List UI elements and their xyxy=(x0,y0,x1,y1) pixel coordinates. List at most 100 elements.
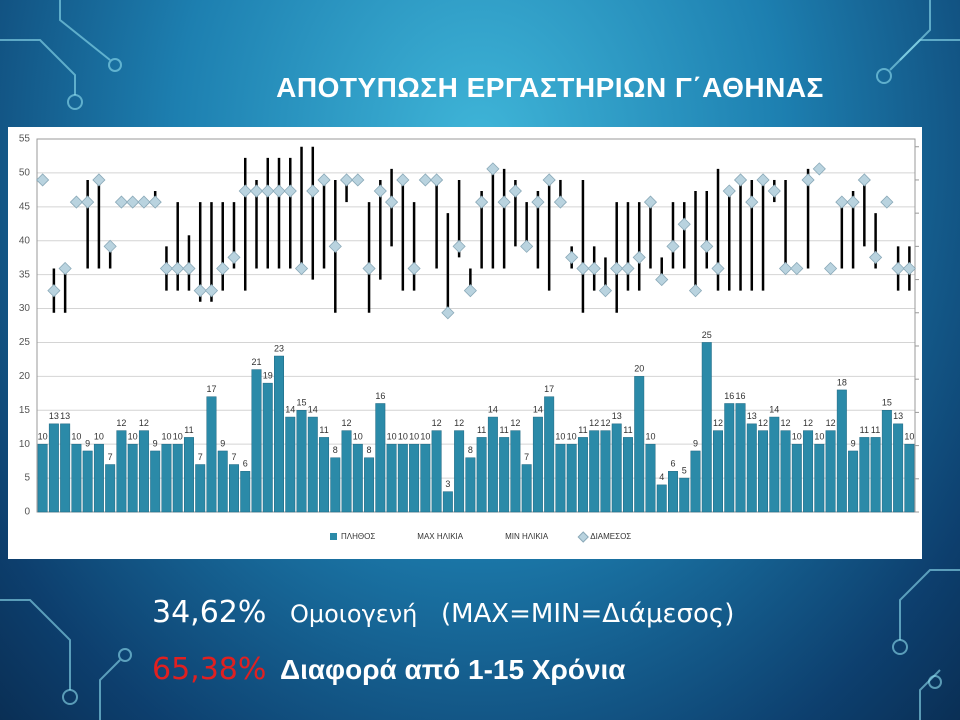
bar-value-label: 8 xyxy=(367,445,372,455)
legend-label: ΔΙΑΜΕΣΟΣ xyxy=(590,532,631,541)
legend-swatch xyxy=(330,533,337,540)
bar-value-label: 7 xyxy=(231,452,236,462)
median-marker xyxy=(824,261,838,276)
bar xyxy=(172,443,183,513)
bar xyxy=(848,450,859,513)
median-marker xyxy=(216,261,230,276)
median-marker xyxy=(47,284,61,298)
bar-value-label: 10 xyxy=(792,432,802,442)
bar-value-label: 10 xyxy=(904,432,914,442)
bar-value-label: 12 xyxy=(781,418,791,428)
bar-value-label: 12 xyxy=(139,418,149,428)
bar-value-label: 10 xyxy=(161,432,171,442)
median-marker xyxy=(542,173,556,187)
median-marker xyxy=(81,195,95,209)
y-tick-label: 10 xyxy=(19,439,31,450)
median-marker xyxy=(418,173,432,187)
bar xyxy=(364,457,375,513)
bar-value-label: 14 xyxy=(308,404,318,414)
bar xyxy=(724,403,735,513)
bar-value-label: 14 xyxy=(769,404,779,414)
median-marker xyxy=(475,195,489,209)
bar-value-label: 6 xyxy=(670,459,675,469)
bar xyxy=(577,437,588,513)
median-marker xyxy=(902,261,916,276)
bar-value-label: 10 xyxy=(409,432,419,442)
bar-value-label: 8 xyxy=(468,445,473,455)
bar xyxy=(251,369,262,513)
bar xyxy=(679,477,690,513)
bar xyxy=(713,430,723,513)
y-tick-label: 50 xyxy=(19,168,31,179)
bar-value-label: 12 xyxy=(758,418,768,428)
median-marker xyxy=(745,195,759,209)
median-marker xyxy=(497,195,511,209)
bar xyxy=(307,416,318,513)
bar xyxy=(465,457,476,513)
note-value: 34,62% xyxy=(152,595,267,630)
bar-value-label: 11 xyxy=(499,425,508,435)
bar xyxy=(634,376,645,513)
bar-value-label: 13 xyxy=(49,411,59,421)
bar xyxy=(769,416,780,513)
bar-value-label: 10 xyxy=(128,432,138,442)
bar xyxy=(274,355,284,513)
bar xyxy=(48,423,59,513)
bar xyxy=(71,443,82,513)
median-marker xyxy=(790,261,804,276)
median-marker xyxy=(452,239,466,253)
bar-value-label: 16 xyxy=(724,391,734,401)
median-marker xyxy=(632,250,646,264)
bar xyxy=(217,450,228,513)
bar-value-label: 11 xyxy=(477,425,486,435)
median-marker xyxy=(846,195,860,209)
bar xyxy=(814,443,825,513)
bar-value-label: 15 xyxy=(297,398,307,408)
median-marker xyxy=(204,284,219,298)
bar xyxy=(668,471,678,513)
bar-value-label: 12 xyxy=(432,418,442,428)
median-marker xyxy=(812,162,826,176)
bar-value-label: 6 xyxy=(243,459,248,469)
bar xyxy=(690,450,701,513)
bar xyxy=(510,430,521,513)
bar-value-label: 15 xyxy=(882,398,892,408)
bar xyxy=(893,423,904,513)
bar-value-label: 17 xyxy=(206,384,216,394)
bar xyxy=(758,430,769,513)
median-marker xyxy=(58,261,72,276)
bar xyxy=(127,443,138,513)
bar-value-label: 25 xyxy=(702,330,712,340)
bar xyxy=(825,430,836,513)
bar-value-label: 16 xyxy=(736,391,746,401)
bar-value-label: 18 xyxy=(837,377,847,387)
median-marker xyxy=(159,261,174,276)
bar-value-label: 10 xyxy=(814,432,824,442)
median-marker xyxy=(688,284,703,298)
legend-label: MIN ΗΛΙΚΙΑ xyxy=(505,532,549,541)
bar-value-label: 11 xyxy=(623,425,632,435)
median-marker xyxy=(756,173,770,187)
bar-value-label: 10 xyxy=(645,432,655,442)
bar xyxy=(93,443,104,513)
median-marker xyxy=(835,195,849,209)
bar xyxy=(521,464,532,513)
note-value: 65,38% xyxy=(152,652,267,687)
bar xyxy=(161,443,172,513)
bar-value-label: 12 xyxy=(454,418,464,428)
bar-value-label: 19 xyxy=(263,371,273,381)
median-marker xyxy=(103,239,117,253)
median-marker xyxy=(767,184,781,198)
bar-value-label: 11 xyxy=(871,425,880,435)
legend-label: MAX ΗΛΙΚΙΑ xyxy=(417,532,463,541)
bar xyxy=(454,430,465,513)
bar xyxy=(375,403,386,513)
bar xyxy=(589,430,600,513)
y-tick-label: 40 xyxy=(19,235,31,246)
median-marker xyxy=(553,195,567,209)
bar xyxy=(420,443,431,513)
bar-value-label: 13 xyxy=(60,411,70,421)
bar xyxy=(870,437,881,513)
bar-value-label: 9 xyxy=(851,438,856,448)
median-marker xyxy=(137,195,151,209)
